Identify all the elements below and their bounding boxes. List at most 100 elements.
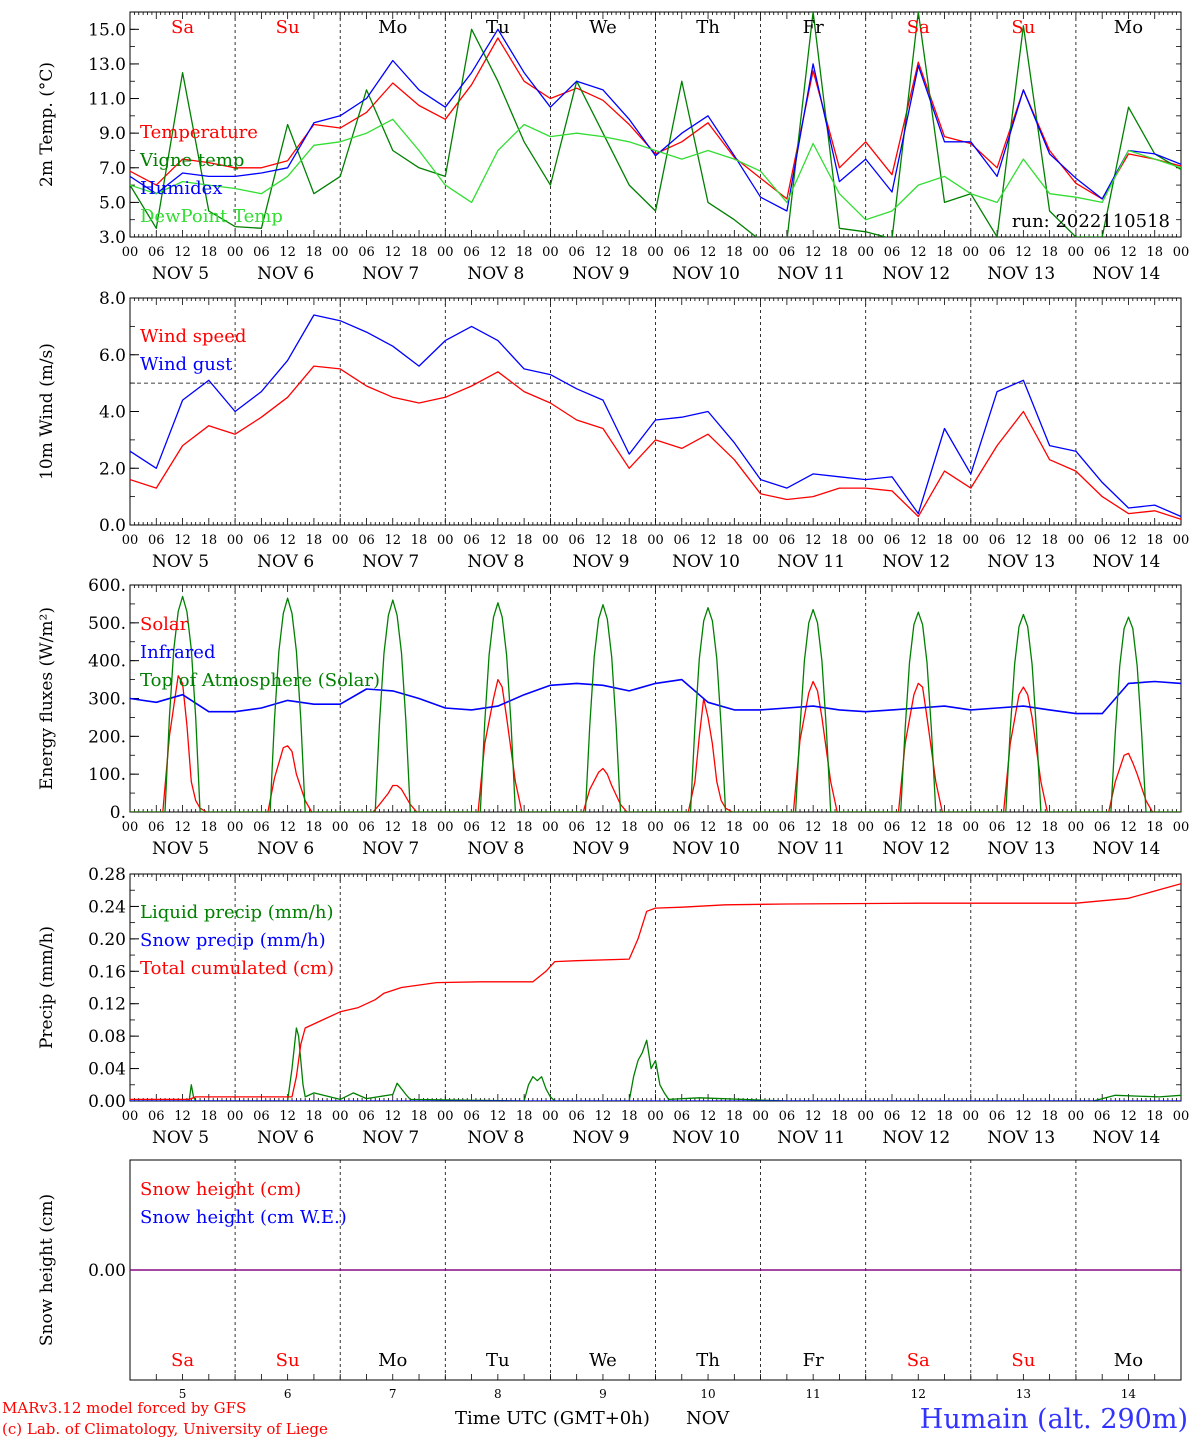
hour-tick-label: 12 (279, 533, 296, 548)
hour-tick-label: 12 (490, 820, 507, 835)
hour-tick-label: 12 (1120, 1109, 1137, 1124)
hour-tick-label: 18 (1041, 820, 1058, 835)
hour-tick-label: 06 (674, 533, 691, 548)
hour-tick-label: 00 (1173, 245, 1190, 260)
date-label: NOV 11 (777, 839, 845, 859)
y-tick-label: 0.08 (88, 1027, 126, 1047)
hour-tick-label: 00 (647, 533, 664, 548)
hour-tick-label: 06 (884, 533, 901, 548)
hour-tick-label: 06 (148, 533, 165, 548)
day-name: Tu (486, 1350, 510, 1371)
hour-tick-label: 06 (148, 245, 165, 260)
hour-tick-label: 18 (306, 533, 323, 548)
legend-entry: Wind gust (140, 354, 233, 375)
hour-tick-label: 18 (936, 533, 953, 548)
copyright-credit: (c) Lab. of Climatology, University of L… (2, 1420, 328, 1438)
legend-entry: Humidex (140, 178, 222, 199)
hour-tick-label: 18 (936, 820, 953, 835)
y-tick-label: 2.0 (99, 459, 126, 479)
hour-tick-label: 12 (700, 533, 717, 548)
hour-tick-label: 18 (1041, 1109, 1058, 1124)
series-line-blue (130, 28, 1181, 212)
hour-tick-label: 18 (516, 820, 533, 835)
date-label: NOV 9 (572, 552, 629, 572)
date-label: NOV 8 (467, 264, 524, 284)
panel-4: 0.00 0.04 0.08 0.12 0.16 0.20 0.24 0.28 Precip (… (37, 865, 1189, 1148)
hour-tick-label: 12 (1120, 820, 1137, 835)
hour-tick-label: 00 (437, 533, 454, 548)
date-label: NOV 10 (672, 839, 740, 859)
date-label: NOV 10 (672, 264, 740, 284)
legend-entry: Infrared (140, 642, 215, 663)
hour-tick-label: 00 (963, 245, 980, 260)
hour-tick-label: 18 (726, 1109, 743, 1124)
y-tick-label: 15.0 (88, 20, 126, 40)
day-name: Su (1011, 17, 1035, 38)
day-name: Sa (171, 1350, 194, 1371)
hour-tick-label: 12 (910, 820, 927, 835)
y-tick-label: 0.20 (88, 930, 126, 950)
hour-tick-label: 18 (726, 820, 743, 835)
date-label: NOV 8 (467, 839, 524, 859)
hour-tick-label: 06 (568, 820, 585, 835)
hour-tick-label: 00 (857, 533, 874, 548)
series-line-green (130, 595, 1181, 812)
day-name: We (589, 17, 617, 38)
series-line-red (130, 675, 1181, 812)
day-name: Tu (486, 17, 510, 38)
hour-tick-label: 18 (411, 1109, 428, 1124)
day-number: 7 (389, 1387, 397, 1401)
hour-tick-label: 00 (542, 1109, 559, 1124)
y-tick-label: 0.28 (88, 865, 126, 885)
legend-entry: Snow height (cm W.E.) (140, 1207, 347, 1228)
hour-tick-label: 12 (805, 820, 822, 835)
hour-tick-label: 12 (490, 1109, 507, 1124)
date-label: NOV 7 (362, 1128, 419, 1148)
hour-tick-label: 06 (253, 533, 270, 548)
series-line-red (130, 883, 1181, 1101)
hour-tick-label: 18 (831, 533, 848, 548)
hour-tick-label: 12 (910, 533, 927, 548)
hour-tick-label: 18 (1041, 533, 1058, 548)
hour-tick-label: 06 (884, 245, 901, 260)
date-label: NOV 12 (882, 839, 950, 859)
day-name: Th (696, 1350, 720, 1371)
hour-tick-label: 18 (201, 245, 218, 260)
y-tick-label: 8.0 (99, 289, 126, 309)
hour-tick-label: 18 (411, 245, 428, 260)
date-label: NOV 8 (467, 1128, 524, 1148)
date-label: NOV 6 (257, 264, 314, 284)
hour-tick-label: 06 (674, 820, 691, 835)
hour-tick-label: 00 (332, 533, 349, 548)
day-name: Fr (803, 1350, 824, 1371)
hour-tick-label: 18 (726, 533, 743, 548)
hour-tick-label: 18 (621, 245, 638, 260)
date-label: NOV 7 (362, 264, 419, 284)
date-label: NOV 12 (882, 264, 950, 284)
hour-tick-label: 06 (989, 820, 1006, 835)
y-tick-label: 6.0 (99, 346, 126, 366)
hour-tick-label: 06 (674, 245, 691, 260)
hour-tick-label: 12 (490, 533, 507, 548)
station-label: Humain (alt. 290m) (920, 1404, 1188, 1435)
hour-tick-label: 00 (1068, 245, 1085, 260)
y-tick-label: 5.0 (99, 193, 126, 213)
series-line-lightgreen (130, 118, 1181, 221)
hour-tick-label: 00 (122, 245, 139, 260)
hour-tick-label: 18 (411, 820, 428, 835)
hour-tick-label: 06 (463, 245, 480, 260)
date-label: NOV 13 (987, 264, 1055, 284)
y-tick-label: 4.0 (99, 403, 126, 423)
hour-tick-label: 06 (989, 1109, 1006, 1124)
date-label: NOV 14 (1093, 839, 1161, 859)
hour-tick-label: 00 (332, 1109, 349, 1124)
hour-tick-label: 06 (779, 1109, 796, 1124)
date-label: NOV 10 (672, 1128, 740, 1148)
hour-tick-label: 06 (358, 245, 375, 260)
date-label: NOV 12 (882, 552, 950, 572)
date-label: NOV 14 (1093, 552, 1161, 572)
hour-tick-label: 00 (437, 1109, 454, 1124)
hour-tick-label: 12 (595, 245, 612, 260)
hour-tick-label: 00 (1173, 820, 1190, 835)
hour-tick-label: 18 (621, 1109, 638, 1124)
